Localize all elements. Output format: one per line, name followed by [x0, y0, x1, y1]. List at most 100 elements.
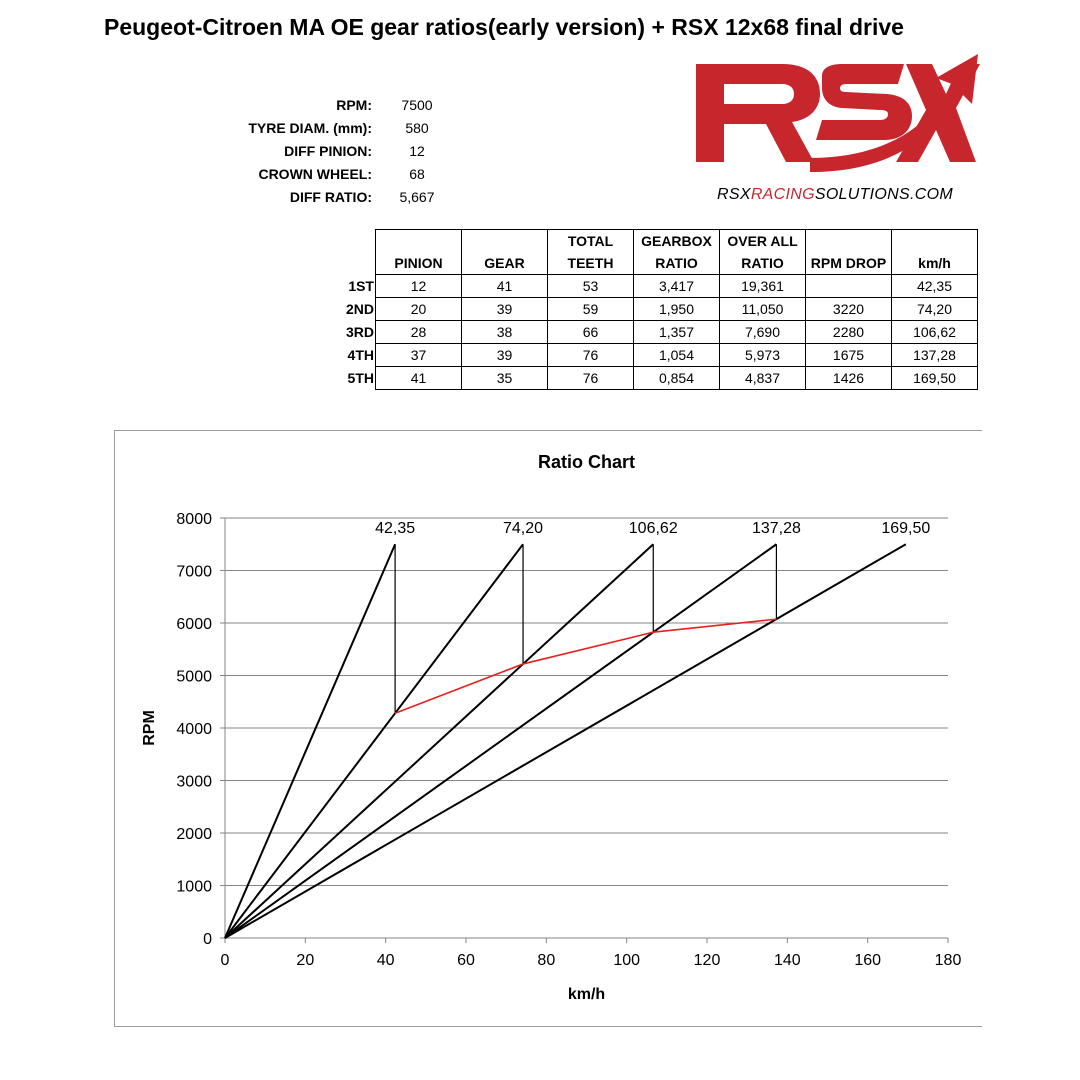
logo-url-part: SOLUTIONS.COM [814, 186, 953, 203]
table-cell: 39 [461, 297, 548, 321]
column-header-rpm-drop: RPM DROP [805, 229, 892, 275]
gear-speed-label: 169,50 [881, 520, 930, 537]
gear-label: 4TH [340, 343, 376, 367]
y-tick-label: 0 [203, 931, 212, 948]
param-value: 5,667 [399, 188, 435, 205]
table-cell: 2280 [805, 320, 892, 344]
param-value: 580 [405, 120, 429, 137]
page-title: Peugeot-Citroen MA OE gear ratios(early … [104, 14, 904, 40]
gear-speed-label: 42,35 [375, 520, 415, 537]
table-cell: 19,361 [719, 274, 806, 298]
param-value: 7500 [401, 97, 433, 114]
table-cell: 3220 [805, 297, 892, 321]
x-tick-label: 140 [774, 952, 801, 969]
param-label: RPM: [336, 97, 372, 114]
table-row: 3RD 28 38 66 1,357 7,690 2280 106,62 [340, 320, 978, 344]
x-tick-label: 180 [935, 952, 962, 969]
table-row: 5TH 41 35 76 0,854 4,837 1426 169,50 [340, 366, 978, 390]
gear-line [224, 543, 397, 939]
param-label: DIFF RATIO: [289, 188, 372, 205]
table-cell: 37 [375, 343, 462, 367]
table-cell: 1426 [805, 366, 892, 390]
table-cell: 38 [461, 320, 548, 344]
param-label: CROWN WHEEL: [258, 165, 372, 182]
header-line: TOTAL [567, 233, 614, 249]
param-label: TYRE DIAM. (mm): [248, 120, 372, 137]
gear-label: 1ST [340, 274, 376, 298]
gear-ratio-table: PINION GEAR TOTAL TEETH GEARBOX RATIO OVER… [340, 229, 978, 390]
param-rpm: RPM: 7500 [200, 94, 462, 117]
y-tick-label: 2000 [176, 826, 212, 843]
x-tick-label: 40 [377, 952, 395, 969]
table-cell: 1675 [805, 343, 892, 367]
param-diff-ratio: DIFF RATIO: 5,667 [200, 185, 462, 208]
shift-point-line [394, 618, 777, 715]
table-cell: 74,20 [891, 297, 978, 321]
y-tick-label: 4000 [176, 721, 212, 738]
gear-speed-label: 106,62 [629, 520, 678, 537]
param-value: 12 [409, 142, 425, 159]
table-header-row-1: PINION GEAR TOTAL TEETH GEARBOX RATIO OVER… [340, 229, 978, 275]
table-row: 2ND 20 39 59 1,950 11,050 3220 74,20 [340, 297, 978, 321]
table-corner [340, 230, 376, 253]
x-tick-label: 20 [296, 952, 314, 969]
parameters-block: RPM: 7500 TYRE DIAM. (mm): 580 DIFF PINI… [200, 94, 462, 208]
header-line: OVER ALL [727, 233, 798, 249]
logo-url-part: RSX [717, 186, 751, 203]
x-tick-label: 0 [221, 952, 230, 969]
table-cell: 106,62 [891, 320, 978, 344]
table-cell: 66 [547, 320, 634, 344]
table-cell: 137,28 [891, 343, 978, 367]
chart-title: Ratio Chart [538, 452, 635, 472]
table-cell: 5,973 [719, 343, 806, 367]
gear-label: 3RD [340, 320, 376, 344]
table-cell: 7,690 [719, 320, 806, 344]
rsx-logo-mark [696, 54, 980, 172]
header-line: RATIO [655, 255, 698, 271]
gear-line [224, 543, 524, 939]
column-header-gear: GEAR [461, 229, 548, 275]
header-line: RATIO [741, 255, 784, 271]
x-axis-label: km/h [568, 986, 605, 1003]
table-cell: 76 [547, 366, 634, 390]
header-line: GEAR [484, 255, 525, 271]
table-cell: 169,50 [891, 366, 978, 390]
table-cell: 35 [461, 366, 548, 390]
y-tick-label: 5000 [176, 669, 212, 686]
gear-speed-label: 137,28 [752, 520, 801, 537]
param-crown-wheel: CROWN WHEEL: 68 [200, 162, 462, 185]
table-cell: 3,417 [633, 274, 720, 298]
table-row: 4TH 37 39 76 1,054 5,973 1675 137,28 [340, 343, 978, 367]
column-header-total-teeth: TOTAL TEETH [547, 229, 634, 275]
table-cell: 42,35 [891, 274, 978, 298]
gear-speed-label: 74,20 [503, 520, 543, 537]
y-axis-label: RPM [141, 710, 158, 746]
table-cell: 0,854 [633, 366, 720, 390]
param-label: DIFF PINION: [284, 142, 372, 159]
ratio-chart: Ratio Chart01000200030004000500060007000… [141, 452, 962, 1003]
table-cell [805, 274, 892, 298]
gear-line [224, 543, 654, 939]
table-cell: 39 [461, 343, 548, 367]
y-tick-label: 1000 [176, 879, 212, 896]
rsx-logo: RSXRACINGSOLUTIONS.COM [690, 54, 980, 209]
param-diff-pinion: DIFF PINION: 12 [200, 140, 462, 163]
param-tyre-diameter: TYRE DIAM. (mm): 580 [200, 117, 462, 140]
table-row: 1ST 12 41 53 3,417 19,361 42,35 [340, 274, 978, 298]
y-tick-label: 6000 [176, 616, 212, 633]
y-tick-label: 7000 [176, 564, 212, 581]
x-tick-label: 100 [613, 952, 640, 969]
param-value: 68 [409, 165, 425, 182]
header-line: TEETH [567, 255, 614, 271]
table-cell: 28 [375, 320, 462, 344]
y-tick-label: 3000 [176, 774, 212, 791]
gear-label: 2ND [340, 297, 376, 321]
logo-url-part: RACING [750, 186, 815, 203]
chart-frame: Ratio Chart 0 1000 2000 3000 4000 5000 6000 7000… [114, 430, 982, 1027]
table-cell: 1,950 [633, 297, 720, 321]
column-header-overall-ratio: OVER ALL RATIO [719, 229, 806, 275]
header-line: PINION [394, 255, 443, 271]
table-cell: 53 [547, 274, 634, 298]
table-cell: 1,054 [633, 343, 720, 367]
table-cell: 76 [547, 343, 634, 367]
